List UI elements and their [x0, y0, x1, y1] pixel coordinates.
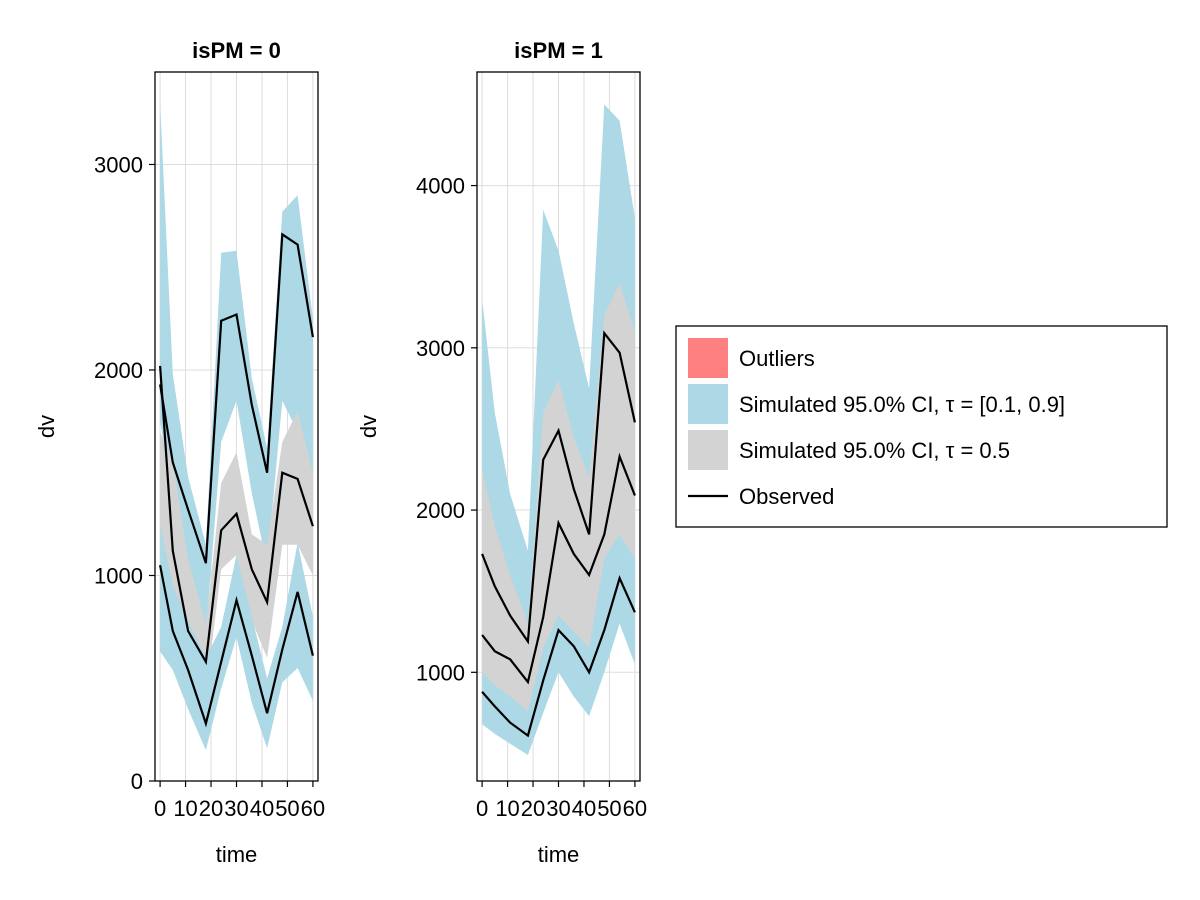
x-axis-label: time [216, 842, 258, 867]
x-tick-label: 20 [521, 796, 545, 821]
legend-label: Simulated 95.0% CI, τ = 0.5 [739, 438, 1010, 463]
legend-label: Observed [739, 484, 834, 509]
y-tick-label: 3000 [416, 336, 465, 361]
panel-title: isPM = 1 [514, 38, 603, 63]
x-tick-label: 30 [546, 796, 570, 821]
y-axis-label: dv [356, 415, 381, 438]
legend-box [675, 325, 1168, 528]
x-tick-label: 0 [154, 796, 166, 821]
y-tick-label: 4000 [416, 174, 465, 199]
y-tick-label: 1000 [94, 563, 143, 588]
legend-swatch [688, 430, 728, 470]
y-tick-label: 2000 [94, 358, 143, 383]
panel-1: 0 10 20 30 40 50 60 1000 2000 3000 4000 isPM = 1 tim… [356, 38, 647, 867]
band-upper [160, 102, 313, 634]
observed-line-0 [159, 365, 314, 666]
x-tick-label: 20 [199, 796, 223, 821]
x-tick-label: 50 [275, 796, 299, 821]
x-tick-label: 50 [597, 796, 621, 821]
observed-line-0 [481, 452, 636, 685]
y-tick-label: 3000 [94, 152, 143, 177]
x-tick-label: 60 [623, 796, 647, 821]
legend-label: Simulated 95.0% CI, τ = [0.1, 0.9] [739, 392, 1065, 417]
y-axis-label: dv [34, 415, 59, 438]
x-tick-label: 0 [476, 796, 488, 821]
legend-swatch [688, 384, 728, 424]
y-tick-label: 0 [131, 769, 143, 794]
band-median [160, 411, 313, 693]
x-tick-label: 30 [224, 796, 248, 821]
observed-line-2 [159, 564, 314, 728]
x-tick-label: 10 [173, 796, 197, 821]
legend-swatch [688, 338, 728, 378]
x-tick-label: 60 [301, 796, 325, 821]
legend: Outliers Simulated 95.0% CI, τ = [0.1, 0.… [675, 325, 1168, 528]
observed-line-2 [481, 575, 636, 738]
observed-line-1 [481, 330, 636, 645]
band-lower [482, 534, 635, 755]
panel-0: 0 10 20 30 40 50 60 0 1000 2000 3000 isPM = 0 time dv [34, 38, 325, 867]
y-tick-label: 1000 [416, 660, 465, 685]
observed-line-1 [159, 232, 314, 564]
plot-area [481, 104, 636, 755]
legend-label: Outliers [739, 346, 815, 371]
x-tick-label: 10 [495, 796, 519, 821]
x-tick-label: 40 [250, 796, 274, 821]
x-tick-label: 40 [572, 796, 596, 821]
plot-area [159, 102, 314, 751]
y-tick-label: 2000 [416, 498, 465, 523]
band-lower [160, 524, 313, 751]
panel-title: isPM = 0 [192, 38, 281, 63]
x-axis-label: time [538, 842, 580, 867]
